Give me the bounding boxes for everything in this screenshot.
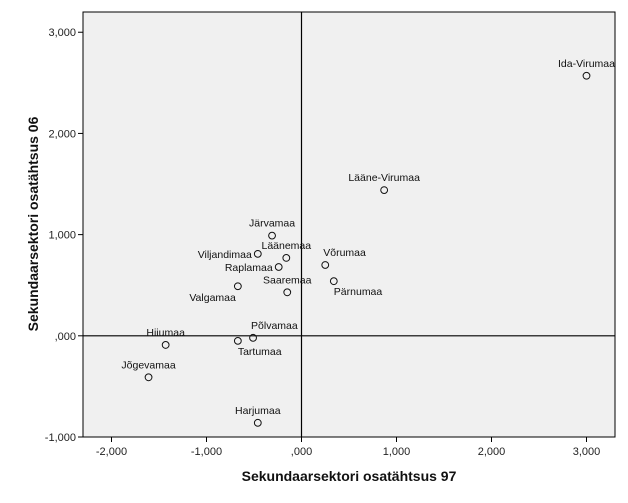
data-point-marker [249, 333, 257, 342]
data-point-marker [233, 336, 242, 345]
x-tick-label: -2,000 [96, 446, 127, 458]
data-point-marker [268, 231, 276, 240]
y-axis-title: Sekundaarsektori osatähtsus 06 [25, 116, 41, 331]
y-tick-label: 1,000 [48, 230, 76, 242]
reference-lines [83, 12, 615, 437]
data-point-label: Ida-Virumaa [558, 58, 615, 70]
data-point-marker [582, 71, 591, 80]
y-tick-label: 2,000 [48, 128, 76, 140]
data-point-label: Võrumaa [323, 247, 366, 259]
data-point-label: Lääne-Virumaa [348, 172, 420, 184]
data-point-label: Raplamaa [225, 262, 273, 274]
data-point-marker [253, 418, 262, 427]
plot-area [82, 11, 616, 438]
x-axis-ticks: -2,000 -1,000 ,000 1,000 2,000 3,000 [96, 437, 600, 458]
data-point-label: Läänemaa [261, 240, 311, 252]
x-tick-label: 1,000 [383, 446, 411, 458]
data-point-marker [380, 186, 389, 194]
y-tick-label: -1,000 [45, 432, 76, 444]
x-tick-label: ,000 [291, 446, 312, 458]
data-point-label: Saaremaa [263, 274, 312, 286]
data-point-marker [253, 249, 262, 258]
y-tick-label: ,000 [55, 331, 76, 343]
data-point-marker [144, 373, 153, 382]
x-tick-label: 3,000 [573, 446, 601, 458]
data-point-label: Jõgevamaa [121, 359, 175, 371]
data-point-label: Harjumaa [235, 405, 281, 417]
data-point-label: Pärnumaa [334, 286, 383, 298]
data-point-label: Valgamaa [189, 292, 236, 304]
data-point-marker [329, 277, 338, 286]
data-point-label: Järvamaa [249, 218, 295, 230]
y-axis-ticks: -1,000 ,000 1,000 2,000 3,000 [45, 27, 83, 444]
data-point-marker [282, 253, 291, 262]
data-point-marker [274, 263, 283, 271]
data-point-marker [233, 282, 242, 291]
x-tick-label: -1,000 [191, 446, 222, 458]
data-point-marker [321, 261, 330, 269]
data-point-marker [283, 288, 292, 297]
data-point-label: Viljandimaa [198, 249, 252, 261]
data-point-label: Tartumaa [238, 346, 282, 358]
data-points: Ida-Virumaa Lääne-Virumaa Järvamaa Läänemaa… [121, 58, 615, 427]
x-axis-title: Sekundaarsektori osatähtsus 97 [242, 468, 457, 484]
y-tick-label: 3,000 [48, 27, 76, 39]
x-tick-label: 2,000 [478, 446, 506, 458]
data-point-marker [161, 341, 170, 349]
data-point-label: Põlvamaa [251, 320, 298, 332]
data-point-label: Hiiumaa [146, 327, 185, 339]
